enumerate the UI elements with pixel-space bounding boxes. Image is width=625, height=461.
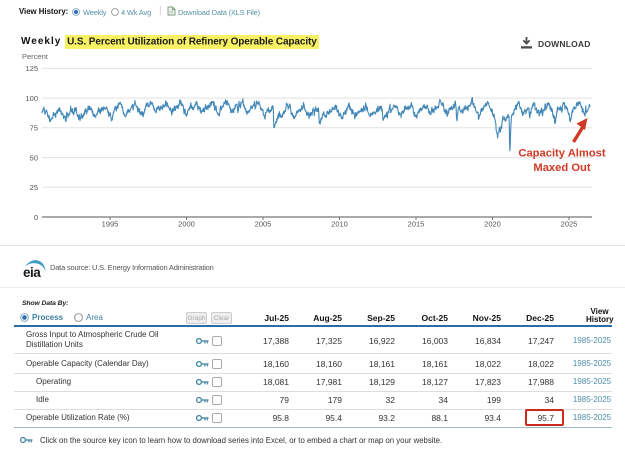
- svg-text:Capacity Almost: Capacity Almost: [518, 148, 606, 160]
- svg-text:Maxed Out: Maxed Out: [533, 162, 590, 174]
- svg-text:100: 100: [25, 94, 38, 103]
- svg-text:125: 125: [25, 64, 38, 73]
- svg-text:50: 50: [30, 153, 38, 162]
- svg-text:2010: 2010: [331, 220, 348, 229]
- svg-text:2000: 2000: [178, 220, 195, 229]
- svg-text:2005: 2005: [255, 220, 272, 229]
- svg-text:2015: 2015: [408, 220, 425, 229]
- svg-text:1995: 1995: [102, 220, 119, 229]
- svg-text:75: 75: [30, 124, 38, 133]
- svg-text:2025: 2025: [561, 220, 578, 229]
- svg-text:2020: 2020: [484, 220, 501, 229]
- svg-text:0: 0: [34, 213, 38, 222]
- svg-text:25: 25: [30, 183, 38, 192]
- svg-text:eia: eia: [23, 265, 41, 280]
